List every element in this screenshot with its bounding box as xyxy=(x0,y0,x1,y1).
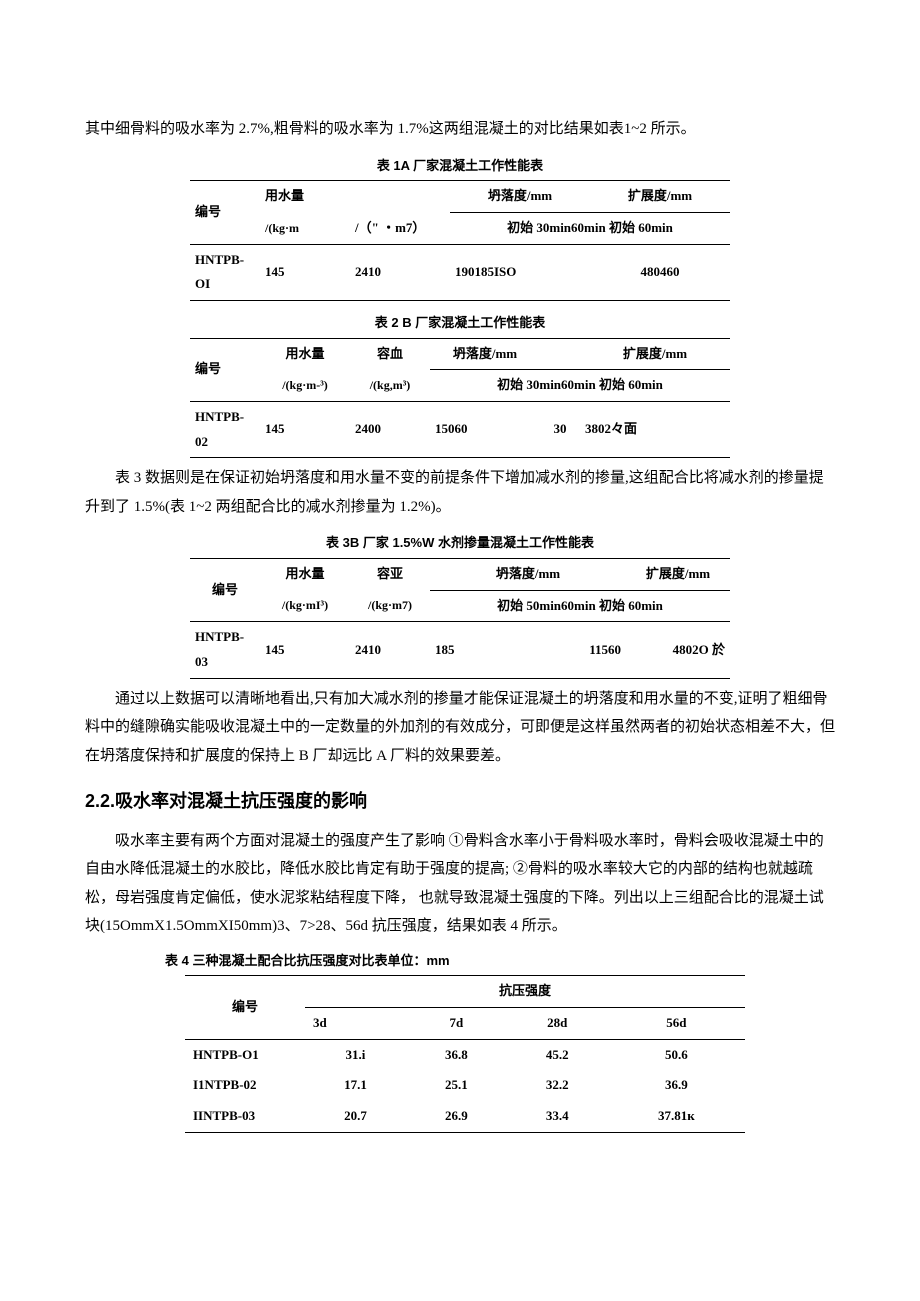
t4-r1-3d: 17.1 xyxy=(305,1070,406,1101)
t2-h-vol: 容血 xyxy=(350,338,430,370)
t4-r2-id: IINTPB-03 xyxy=(185,1101,305,1132)
t1-h-water-unit: /(kg·m xyxy=(260,212,350,244)
t4-r2-3d: 20.7 xyxy=(305,1101,406,1132)
t3-h-id: 编号 xyxy=(190,559,260,622)
table3-caption: 表 3B 厂家 1.5%W 水剂掺量混凝土工作性能表 xyxy=(85,531,835,556)
table1-caption: 表 1A 厂家混凝土工作性能表 xyxy=(85,154,835,179)
t4-r2-7d: 26.9 xyxy=(406,1101,507,1132)
t2-r-spread: 3802々面 xyxy=(580,402,730,458)
t2-h-water: 用水量 xyxy=(260,338,350,370)
t3-h-sub: 初始 50min60min 初始 60min xyxy=(430,590,730,622)
t2-h-slump: 坍落度/mm xyxy=(430,338,540,370)
t2-h-id: 编号 xyxy=(190,338,260,401)
t4-h-id: 编号 xyxy=(185,976,305,1039)
t4-h-28d: 28d xyxy=(507,1007,608,1039)
t2-r-id: HNTPB-02 xyxy=(190,402,260,458)
t2-h-sub: 初始 30min60min 初始 60min xyxy=(430,370,730,402)
t3-r-s1: 185 xyxy=(430,622,511,678)
t4-r2-56d: 37.81к xyxy=(608,1101,745,1132)
t4-r0-id: HNTPB-O1 xyxy=(185,1039,305,1070)
table4-caption: 表 4 三种混凝土配合比抗压强度对比表单位：mm xyxy=(85,949,835,974)
intro-paragraph: 其中细骨料的吸水率为 2.7%,粗骨料的吸水率为 1.7%这两组混凝土的对比结果… xyxy=(85,115,835,144)
t3-h-slump: 坍落度/mm xyxy=(430,559,626,591)
t3-h-water-unit: /(kg·mI³) xyxy=(260,590,350,622)
t1-r-v2: 2410 xyxy=(350,244,450,300)
t4-h-56d: 56d xyxy=(608,1007,745,1039)
t2-h-spread: 扩展度/mm xyxy=(580,338,730,370)
t3-r-s2: 11560 xyxy=(511,622,626,678)
t2-h-water-unit: /(kg·m-³) xyxy=(260,370,350,402)
t1-h-water: 用水量 xyxy=(260,181,350,213)
t1-r-water: 145 xyxy=(260,244,350,300)
t3-h-spread: 扩展度/mm xyxy=(626,559,730,591)
t1-h-spread: 扩展度/mm xyxy=(590,181,730,213)
table2: 编号 用水量 容血 坍落度/mm 扩展度/mm /(kg·m-³) /(kg,m… xyxy=(190,338,730,459)
t3-h-vol-unit: /(kg·m7) xyxy=(350,590,430,622)
t1-r-slump: 190185ISO xyxy=(450,244,590,300)
t4-r0-28d: 45.2 xyxy=(507,1039,608,1070)
t4-r0-7d: 36.8 xyxy=(406,1039,507,1070)
t1-h-slump: 坍落度/mm xyxy=(450,181,590,213)
t4-r0-3d: 31.i xyxy=(305,1039,406,1070)
t4-h-3d: 3d xyxy=(305,1007,406,1039)
t4-r2-28d: 33.4 xyxy=(507,1101,608,1132)
t4-r1-28d: 32.2 xyxy=(507,1070,608,1101)
t1-r-id: HNTPB-OI xyxy=(190,244,260,300)
t2-r-v2: 2400 xyxy=(350,402,430,458)
t4-h-7d: 7d xyxy=(406,1007,507,1039)
t1-h-unit2: /（" ・m7） xyxy=(350,181,450,244)
t3-h-vol: 容亚 xyxy=(350,559,430,591)
t4-h-strength: 抗压强度 xyxy=(305,976,745,1008)
para-after-t3: 通过以上数据可以清晰地看出,只有加大减水剂的掺量才能保证混凝土的坍落度和用水量的… xyxy=(85,685,835,771)
para-after-t2: 表 3 数据则是在保证初始坍落度和用水量不变的前提条件下增加减水剂的掺量,这组配… xyxy=(85,464,835,521)
t1-h-id: 编号 xyxy=(190,181,260,244)
table1: 编号 用水量 /（" ・m7） 坍落度/mm 扩展度/mm /(kg·m 初始 … xyxy=(190,180,730,301)
table4: 编号 抗压强度 3d 7d 28d 56d HNTPB-O1 31.i 36.8… xyxy=(185,975,745,1132)
t3-r-id: HNTPB-03 xyxy=(190,622,260,678)
t1-r-spread: 480460 xyxy=(590,244,730,300)
table3: 编号 用水量 容亚 坍落度/mm 扩展度/mm /(kg·mI³) /(kg·m… xyxy=(190,558,730,679)
table-row: I1NTPB-02 17.1 25.1 32.2 36.9 xyxy=(185,1070,745,1101)
t2-r-water: 145 xyxy=(260,402,350,458)
table-row: HNTPB-O1 31.i 36.8 45.2 50.6 xyxy=(185,1039,745,1070)
t4-r1-id: I1NTPB-02 xyxy=(185,1070,305,1101)
table2-caption: 表 2 B 厂家混凝土工作性能表 xyxy=(85,311,835,336)
t2-r-slump: 15060 xyxy=(430,402,540,458)
t3-r-v2: 2410 xyxy=(350,622,430,678)
table-row: IINTPB-03 20.7 26.9 33.4 37.81к xyxy=(185,1101,745,1132)
t4-r0-56d: 50.6 xyxy=(608,1039,745,1070)
section-2-2-title: 2.2.吸水率对混凝土抗压强度的影响 xyxy=(85,784,835,818)
section-2-2-para: 吸水率主要有两个方面对混凝土的强度产生了影响 ①骨料含水率小于骨料吸水率时，骨料… xyxy=(85,827,835,941)
t4-r1-56d: 36.9 xyxy=(608,1070,745,1101)
t2-r-mid: 30 xyxy=(540,402,580,458)
t4-r1-7d: 25.1 xyxy=(406,1070,507,1101)
t3-h-water: 用水量 xyxy=(260,559,350,591)
t3-r-water: 145 xyxy=(260,622,350,678)
t3-r-spread: 4802O 於 xyxy=(626,622,730,678)
t1-h-sub: 初始 30min60min 初始 60min xyxy=(450,212,730,244)
t2-h-vol-unit: /(kg,m³) xyxy=(350,370,430,402)
